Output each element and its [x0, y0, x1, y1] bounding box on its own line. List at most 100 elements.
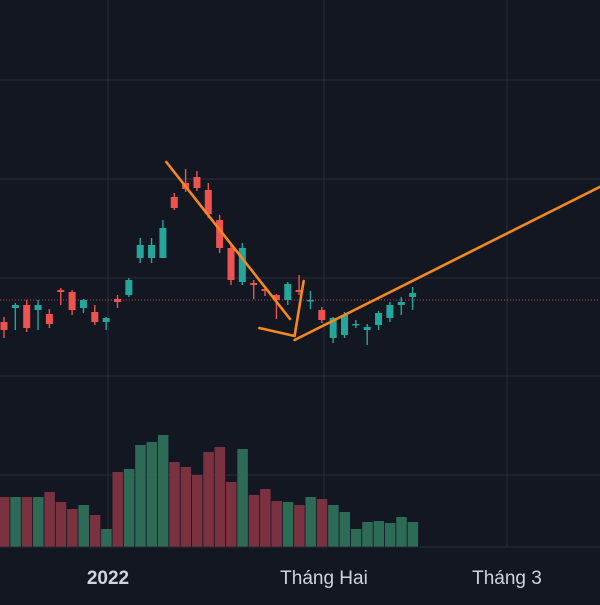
candle[interactable] [23, 300, 31, 332]
candle[interactable] [318, 307, 326, 323]
trendlines[interactable] [165, 159, 600, 342]
candle-body [375, 313, 383, 325]
volume-bar [226, 482, 237, 547]
candle[interactable] [352, 320, 360, 328]
candle-body [306, 300, 314, 302]
volume-bar [282, 502, 294, 547]
candle-body [363, 327, 371, 330]
volume-bar [316, 499, 328, 547]
candle-body [91, 312, 99, 322]
volume-bar [339, 512, 350, 547]
volume-bar [407, 522, 419, 547]
volume-bar [89, 515, 101, 547]
time-axis: 2022 Tháng Hai Tháng 3 [0, 546, 600, 589]
volume-bar [146, 442, 158, 547]
volume-bar [237, 449, 248, 547]
volume-bar [169, 462, 180, 547]
trendline[interactable] [293, 279, 305, 338]
volume-bar [44, 492, 55, 547]
volume-bar [157, 435, 169, 547]
candle[interactable] [397, 297, 405, 315]
candle[interactable] [125, 278, 133, 297]
volume-bar [0, 497, 10, 547]
volume-bar [112, 472, 123, 547]
candle-body [250, 283, 258, 285]
candle[interactable] [79, 299, 87, 313]
candle-body [23, 305, 31, 328]
candle[interactable] [193, 171, 201, 191]
candle-body [227, 248, 235, 280]
candle[interactable] [159, 220, 167, 258]
volume-bar [350, 529, 362, 547]
volume-bar [123, 469, 135, 547]
candle[interactable] [57, 288, 65, 305]
candle[interactable] [216, 215, 224, 253]
candle[interactable] [227, 243, 235, 285]
volume-bar [191, 475, 203, 547]
volume-bar [67, 509, 78, 547]
candle-body [295, 290, 303, 292]
candle[interactable] [386, 302, 394, 322]
candle-body [386, 305, 394, 318]
candle[interactable] [102, 317, 110, 330]
x-tick-label-2022: 2022 [87, 568, 129, 589]
candle-body [79, 300, 87, 308]
volume-bar [384, 523, 396, 547]
volume-bar [214, 447, 226, 547]
volume-bar [10, 497, 21, 547]
volume-bar [78, 505, 89, 547]
candle[interactable] [34, 300, 42, 330]
candle[interactable] [363, 324, 371, 345]
trendline[interactable] [293, 159, 600, 342]
candle[interactable] [284, 282, 292, 305]
candle-body [193, 177, 201, 188]
candle-body [284, 284, 292, 300]
trendline[interactable] [258, 326, 296, 338]
candle[interactable] [91, 305, 99, 325]
candle[interactable] [45, 309, 53, 328]
candle[interactable] [0, 317, 8, 338]
volume-bar [271, 501, 282, 547]
volume-bar [33, 497, 44, 547]
candle-body [136, 245, 144, 258]
candles[interactable] [0, 169, 417, 345]
candle-body [352, 324, 360, 326]
candle-body [57, 290, 65, 292]
trendline[interactable] [165, 160, 292, 321]
candle-body [318, 310, 326, 320]
candle[interactable] [136, 238, 144, 263]
candle[interactable] [170, 193, 178, 210]
candle[interactable] [375, 311, 383, 330]
volume-bar [55, 502, 67, 547]
candle[interactable] [204, 183, 212, 218]
candle[interactable] [250, 280, 258, 299]
candle-body [261, 289, 269, 291]
candle-body [34, 305, 42, 310]
volume-bar [373, 521, 385, 547]
candle-body [329, 318, 337, 338]
volume-bar [362, 522, 373, 547]
candle-body [216, 220, 224, 248]
volume-bar [305, 497, 316, 547]
candle[interactable] [306, 291, 314, 309]
candle[interactable] [409, 287, 417, 310]
candle-body [204, 190, 212, 214]
candle[interactable] [238, 243, 246, 285]
candle[interactable] [68, 290, 76, 315]
candle[interactable] [114, 295, 121, 308]
volume-bar [180, 467, 192, 547]
candle-body [11, 305, 19, 308]
x-tick-label-thang-hai: Tháng Hai [280, 568, 368, 589]
candle[interactable] [295, 275, 303, 295]
candle-body [125, 280, 133, 295]
candle-body [397, 302, 405, 305]
candle-body [238, 248, 246, 282]
candle-body [341, 315, 348, 335]
candle-body [159, 228, 167, 258]
candle-body [148, 245, 156, 258]
candle[interactable] [272, 294, 280, 319]
candle[interactable] [11, 303, 19, 330]
candle[interactable] [148, 238, 156, 263]
